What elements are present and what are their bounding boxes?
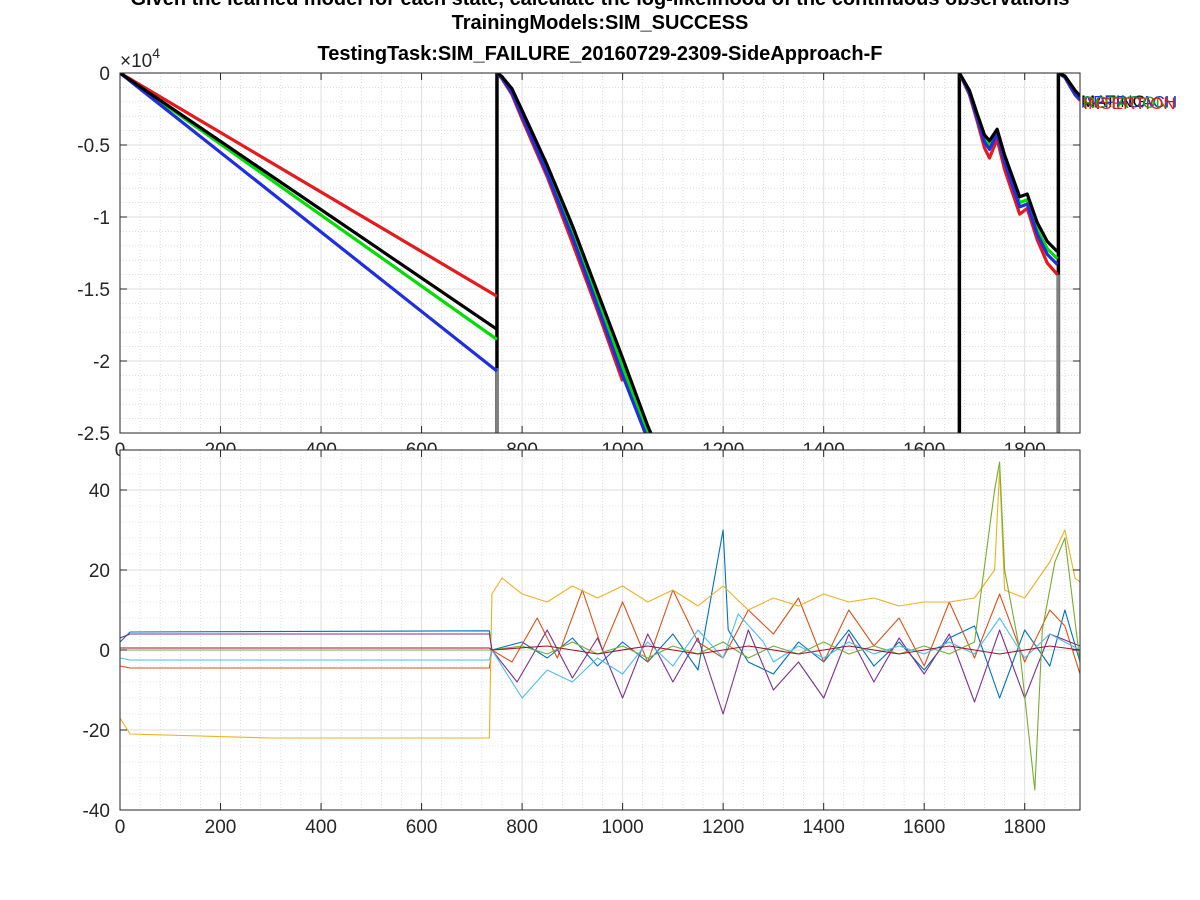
y-exponent-power: 4: [152, 45, 160, 61]
plot-area: [120, 73, 1080, 433]
y-tick-label: 0: [99, 64, 110, 85]
y-tick-label: -1: [93, 208, 110, 229]
x-tick-label: 1400: [803, 817, 845, 838]
plot-lines: [120, 461, 1080, 791]
axes-1: 0 200 400 600 800 1000 1200 1400 1600 1800 -40 -20 0…: [83, 449, 1081, 838]
plot-lines: [120, 73, 1080, 433]
series-0-segment-0: [120, 73, 498, 298]
series-3-segment-2: [958, 73, 1059, 253]
y-exponent-label: ×104: [120, 45, 160, 72]
state-label: ROTATION: [1083, 93, 1168, 112]
x-tick-label: 600: [406, 817, 438, 838]
y-tick-label: -1.5: [77, 280, 110, 301]
axes-frame: [119, 449, 1081, 811]
series-3-segment-0: [120, 629, 1080, 715]
y-tick-label: 20: [89, 561, 110, 582]
plot-area: [120, 450, 1080, 810]
axes-0: 0200400600800100012001400160018000-0.5-1…: [77, 45, 1177, 461]
title-line-2: TrainingModels:SIM_SUCCESS: [451, 12, 749, 34]
y-tick-label: -0.5: [77, 136, 110, 157]
series-3-segment-1: [496, 73, 653, 433]
x-tick-label: 800: [506, 817, 538, 838]
x-tick-label: 1000: [601, 817, 643, 838]
state-label: INSERTION: [1083, 94, 1175, 113]
y-tick-label: -40: [83, 801, 110, 822]
series-3-segment-0: [120, 73, 498, 331]
y-tick-label: 40: [89, 481, 110, 502]
series-3-segment-3: [1057, 73, 1080, 98]
x-tick-label: 1600: [903, 817, 945, 838]
x-tick-label: 1800: [1004, 817, 1046, 838]
x-tick-label: 200: [205, 817, 237, 838]
x-tick-label: 400: [305, 817, 337, 838]
y-tick-label: -2: [93, 352, 110, 373]
state-label: APPROACH: [1082, 93, 1177, 112]
y-tick-label: -20: [83, 721, 110, 742]
state-label: MATING: [1081, 92, 1146, 111]
series-0-segment-0: [120, 529, 1080, 699]
title-line-1: Given the learned model for each state, …: [0, 0, 1200, 11]
x-tick-label: 1200: [702, 817, 744, 838]
x-tick-label: 0: [115, 817, 126, 838]
series-2-segment-0: [120, 73, 498, 373]
y-tick-label: -2.5: [77, 424, 110, 445]
series-6-segment-0: [120, 645, 1080, 655]
axes-frame: [119, 72, 1081, 434]
y-tick-label: 0: [99, 641, 110, 662]
title-line-3: TestingTask:SIM_FAILURE_20160729-2309-Si…: [317, 43, 883, 65]
series-2-segment-0: [120, 469, 1080, 739]
